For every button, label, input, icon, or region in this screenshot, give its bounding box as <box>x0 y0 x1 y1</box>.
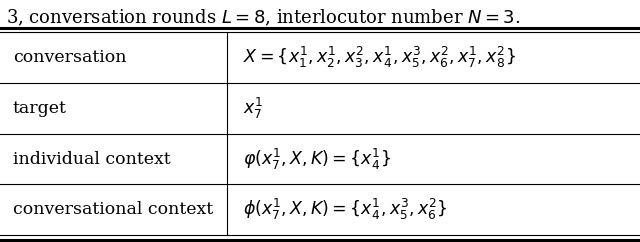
Text: target: target <box>13 100 67 117</box>
Text: conversation: conversation <box>13 49 126 66</box>
Text: $x_7^1$: $x_7^1$ <box>243 96 264 121</box>
Text: $X = \{x_1^1, x_2^1, x_3^2, x_4^1, x_5^3, x_6^2, x_7^1, x_8^2\}$: $X = \{x_1^1, x_2^1, x_3^2, x_4^1, x_5^3… <box>243 45 516 70</box>
Text: $\phi(x_7^1, X, K) = \{x_4^1, x_5^3, x_6^2\}$: $\phi(x_7^1, X, K) = \{x_4^1, x_5^3, x_6… <box>243 197 448 222</box>
Text: $\varphi(x_7^1, X, K) = \{x_4^1\}$: $\varphi(x_7^1, X, K) = \{x_4^1\}$ <box>243 147 391 172</box>
Text: conversational context: conversational context <box>13 201 213 218</box>
Text: individual context: individual context <box>13 151 170 167</box>
Text: 3, conversation rounds $L = 8$, interlocutor number $N = 3$.: 3, conversation rounds $L = 8$, interloc… <box>6 7 521 28</box>
